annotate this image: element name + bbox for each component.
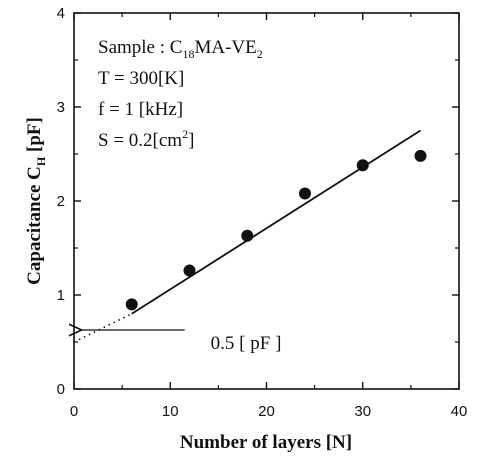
fit-line bbox=[131, 129, 421, 315]
x-tick-label: 20 bbox=[258, 403, 275, 420]
conditions-block: Sample : C18MA-VE2 T = 300[K] f = 1 [kHz… bbox=[98, 37, 263, 151]
data-point bbox=[299, 187, 311, 200]
data-point bbox=[356, 159, 369, 172]
x-tick-label: 0 bbox=[70, 403, 78, 420]
y-axis-title: Capacitance CH [pF] bbox=[24, 117, 48, 285]
extrapolation-line bbox=[73, 313, 133, 343]
axis-ticks bbox=[73, 12, 460, 390]
y-tick-label: 4 bbox=[57, 5, 65, 22]
data-points bbox=[125, 149, 427, 311]
data-point bbox=[183, 264, 196, 277]
y-tick-label: 2 bbox=[57, 193, 65, 210]
y-tick-label: 3 bbox=[57, 99, 65, 116]
x-axis-title: Number of layers [N] bbox=[180, 432, 352, 453]
sample-label: Sample : C18MA-VE2 bbox=[98, 37, 263, 61]
intercept-label: 0.5 [ pF ] bbox=[211, 333, 282, 354]
data-point bbox=[241, 229, 254, 242]
x-tick-label: 10 bbox=[162, 403, 179, 420]
temperature-label: T = 300[K] bbox=[98, 68, 184, 89]
frequency-label: f = 1 [kHz] bbox=[98, 99, 183, 120]
y-tick-label: 0 bbox=[57, 381, 65, 398]
axis-tick-labels: 0 10 20 30 40 0 1 2 3 4 bbox=[57, 5, 468, 420]
x-tick-label: 30 bbox=[354, 403, 371, 420]
x-tick-label: 40 bbox=[451, 403, 468, 420]
data-point bbox=[414, 149, 427, 162]
data-point bbox=[125, 298, 138, 311]
area-label: S = 0.2[cm2] bbox=[98, 127, 194, 151]
y-tick-label: 1 bbox=[57, 287, 65, 304]
